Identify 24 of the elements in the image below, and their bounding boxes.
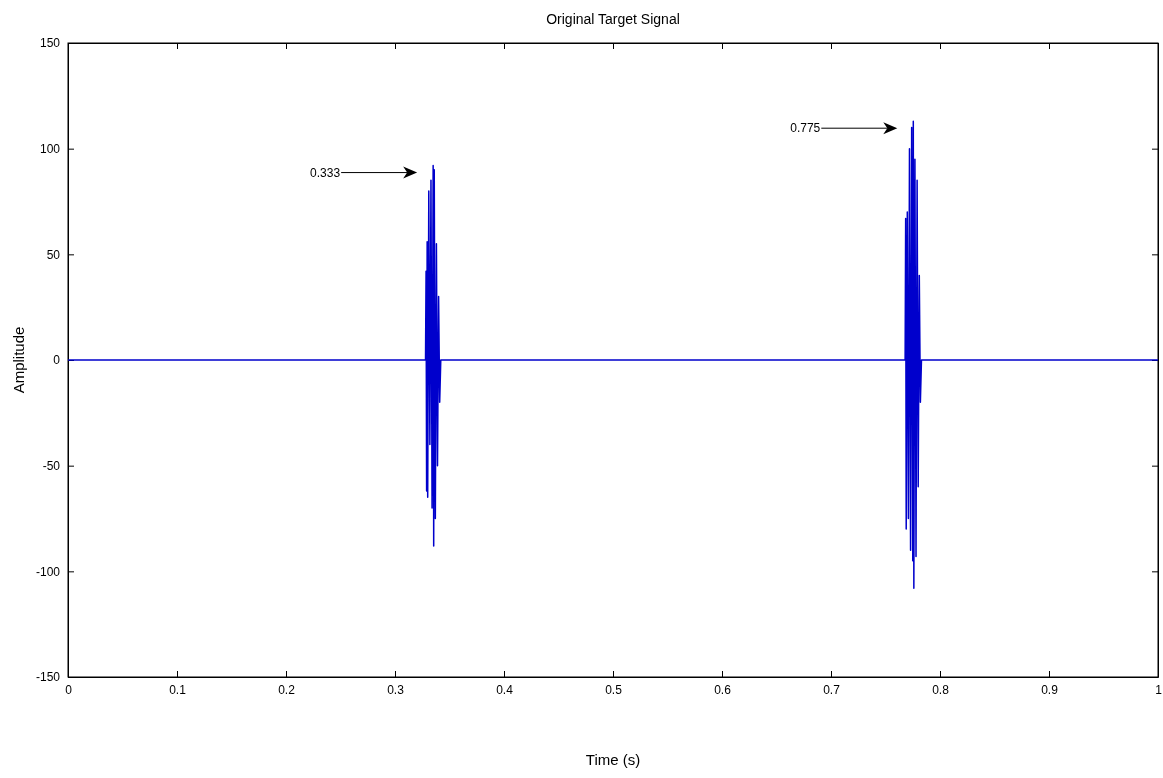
y-tick-label: -150 [35, 670, 61, 685]
x-tick-label: 0.1 [169, 682, 187, 697]
x-tick-label: 1 [1155, 682, 1163, 697]
y-tick-label: -50 [42, 459, 61, 474]
y-axis-title: Amplitude [10, 326, 27, 394]
y-tick-label: 100 [39, 142, 61, 157]
x-tick-label: 0.5 [605, 682, 623, 697]
y-tick-label: -100 [35, 564, 61, 579]
x-axis-title: Time (s) [585, 751, 641, 768]
x-tick-label: 0.7 [823, 682, 841, 697]
chart-title: Original Target Signal [546, 11, 680, 27]
annotation: 0.333 [310, 165, 341, 180]
line-series [67, 120, 1159, 589]
x-tick-label: 0 [65, 682, 73, 697]
annotation: 0.775 [790, 121, 821, 136]
y-tick-label: 50 [46, 247, 61, 262]
x-tick-label: 0.6 [714, 682, 732, 697]
x-tick-label: 0.9 [1041, 682, 1059, 697]
y-tick-label: 150 [39, 36, 61, 51]
x-tick-label: 0.8 [932, 682, 950, 697]
x-tick-label: 0.3 [387, 682, 405, 697]
x-tick-label: 0.4 [496, 682, 514, 697]
y-tick-label: 0 [53, 353, 61, 368]
x-tick-label: 0.2 [278, 682, 296, 697]
